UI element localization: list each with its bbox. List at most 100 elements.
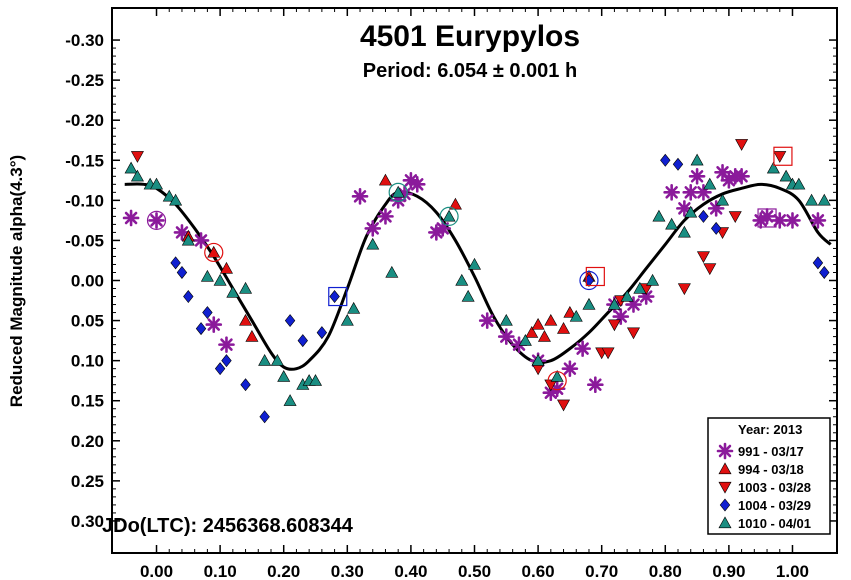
data-point	[148, 212, 165, 229]
data-point	[169, 193, 183, 206]
data-point	[633, 281, 647, 294]
x-tick-label: 0.30	[331, 562, 364, 580]
legend-marker	[716, 442, 734, 460]
legend-label: 1004 - 03/29	[738, 498, 811, 513]
data-point	[817, 193, 831, 206]
data-point	[205, 316, 223, 333]
x-tick-label: 0.50	[458, 562, 491, 580]
data-point	[467, 257, 482, 270]
data-point	[455, 273, 469, 286]
data-point	[525, 325, 539, 338]
data-point	[784, 212, 801, 229]
data-point	[192, 232, 210, 249]
data-point	[663, 184, 680, 201]
x-tick-label: 0.60	[522, 562, 555, 580]
data-point	[176, 266, 188, 279]
data-point	[170, 256, 181, 270]
data-point	[542, 384, 560, 402]
data-point	[240, 378, 251, 392]
data-point	[258, 354, 272, 366]
data-point	[297, 334, 308, 348]
data-point	[684, 205, 698, 218]
data-point	[245, 329, 259, 342]
data-point	[181, 233, 195, 246]
y-axis-label: Reduced Magnitude alpha(4.3°)	[7, 155, 26, 407]
data-point	[316, 326, 328, 340]
data-point	[122, 209, 140, 227]
data-point	[214, 362, 226, 376]
data-point	[531, 317, 545, 330]
y-tick-label: -0.15	[65, 151, 104, 170]
data-point	[688, 168, 706, 185]
data-point	[677, 225, 691, 238]
data-point	[665, 217, 679, 230]
legend-marker	[718, 462, 732, 475]
legend-label: 1010 - 04/01	[738, 516, 811, 531]
data-point	[561, 360, 579, 377]
data-point	[696, 251, 710, 264]
data-point	[557, 399, 571, 412]
x-tick-label: 1.00	[776, 562, 809, 580]
highlight-circle	[204, 242, 224, 263]
data-point	[478, 312, 496, 329]
data-point	[364, 220, 382, 237]
data-point	[773, 151, 787, 163]
data-point	[544, 313, 558, 326]
data-point	[698, 209, 709, 223]
x-axis-ticks: 0.00 0.10 0.20 0.30 0.40 0.50 0.60 0.70 0.80 0.90…	[140, 8, 809, 580]
data-point	[259, 410, 270, 424]
x-tick-label: 0.70	[585, 562, 618, 580]
data-point	[408, 176, 426, 193]
y-tick-label: 0.30	[71, 512, 104, 531]
highlight-circle	[547, 371, 567, 391]
data-point	[195, 322, 207, 336]
data-point	[716, 193, 730, 206]
data-point	[569, 309, 583, 322]
legend-label: 1003 - 03/28	[738, 480, 811, 495]
legend-marker	[719, 498, 731, 512]
y-tick-label: -0.10	[65, 191, 104, 210]
data-point	[537, 329, 551, 342]
data-point	[284, 314, 296, 328]
data-point	[283, 394, 297, 406]
data-point	[347, 301, 361, 314]
legend-title: Year: 2013	[738, 422, 802, 437]
data-point	[805, 193, 819, 206]
chart-title: 4501 Eurypylos	[360, 20, 580, 53]
data-point	[677, 283, 691, 296]
data-point	[308, 374, 323, 386]
legend: Year: 2013 991 - 03/17 994 - 03/18 1003 - …	[707, 417, 831, 535]
legend-label: 991 - 03/17	[738, 444, 804, 459]
data-point	[550, 370, 564, 382]
data-point	[351, 188, 369, 205]
data-point	[124, 161, 138, 174]
y-tick-label: -0.20	[65, 111, 104, 130]
data-point	[758, 208, 776, 225]
y-tick-label: 0.25	[71, 472, 104, 491]
legend-marker	[718, 481, 732, 494]
data-point	[607, 319, 621, 332]
data-point	[682, 184, 700, 201]
highlight-circle	[146, 210, 167, 230]
data-point	[213, 273, 227, 286]
data-points-group	[122, 139, 831, 424]
x-tick-label: 0.80	[649, 562, 682, 580]
data-point	[226, 285, 240, 298]
data-point	[391, 185, 405, 198]
data-point	[766, 161, 780, 174]
highlight-square	[328, 286, 348, 307]
data-point	[130, 169, 144, 182]
series-2	[130, 139, 787, 412]
data-point	[733, 168, 750, 185]
data-point	[378, 173, 392, 186]
data-point	[183, 290, 194, 304]
data-point	[499, 313, 513, 326]
y-tick-label: -0.25	[65, 71, 104, 90]
highlight-markers-group	[146, 146, 793, 391]
highlight-circle	[388, 182, 408, 202]
fit-curve-group	[124, 182, 832, 371]
data-point	[497, 328, 515, 345]
data-point	[442, 209, 456, 222]
data-point	[329, 290, 340, 304]
epoch-annotation: JDo(LTC): 2456368.608344	[102, 515, 354, 537]
